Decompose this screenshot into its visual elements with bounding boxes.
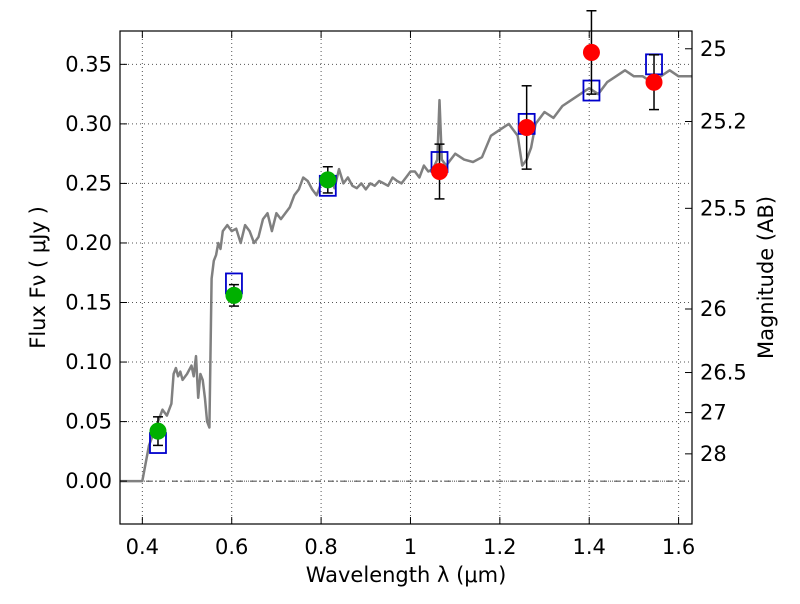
mag-tick-label: 28 (700, 442, 727, 466)
observed-point (431, 163, 449, 181)
y-tick-label: 0.25 (65, 171, 112, 195)
mag-tick-label: 27 (700, 401, 727, 425)
mag-tick-label: 25.2 (700, 110, 747, 134)
x-axis-title: Wavelength λ (μm) (306, 563, 507, 587)
observed-point (225, 286, 243, 304)
ticks-layer: 0.4 0.6 0.8 1 1.2 1.4 1.6 0.00 0.05 0.10 0.15 0.20 0… (65, 31, 747, 559)
x-tick-label: 1 (404, 535, 417, 559)
x-tick-label: 0.6 (215, 535, 248, 559)
y-tick-label: 0.35 (65, 52, 112, 76)
y-tick-label: 0.05 (65, 410, 112, 434)
mag-tick-label: 26.5 (700, 361, 747, 385)
x-tick-label: 0.8 (304, 535, 337, 559)
y-tick-label: 0.20 (65, 231, 112, 255)
y2-axis-title: Magnitude (AB) (754, 196, 778, 359)
model-spectrum-line (120, 69, 692, 483)
observed-point (582, 43, 600, 61)
y-tick-label: 0.30 (65, 112, 112, 136)
x-tick-label: 1.2 (483, 535, 516, 559)
x-tick-label: 1.6 (662, 535, 695, 559)
plot-frame (119, 30, 693, 525)
observed-point (149, 422, 167, 440)
y-tick-label: 0.00 (65, 469, 112, 493)
observed-point (645, 73, 663, 91)
x-tick-label: 0.4 (126, 535, 159, 559)
mag-tick-label: 25 (700, 37, 727, 61)
observed-point (319, 171, 337, 189)
spectrum-layer (120, 69, 692, 483)
mag-tick-label: 26 (700, 297, 727, 321)
points-layer (149, 10, 663, 454)
x-tick-label: 1.4 (573, 535, 606, 559)
observed-point (518, 118, 536, 136)
y-axis-title: Flux Fν ( μJy ) (26, 206, 50, 349)
y-tick-label: 0.10 (65, 350, 112, 374)
grid-layer (120, 31, 692, 524)
mag-tick-label: 25.5 (700, 196, 747, 220)
y-tick-label: 0.15 (65, 291, 112, 315)
